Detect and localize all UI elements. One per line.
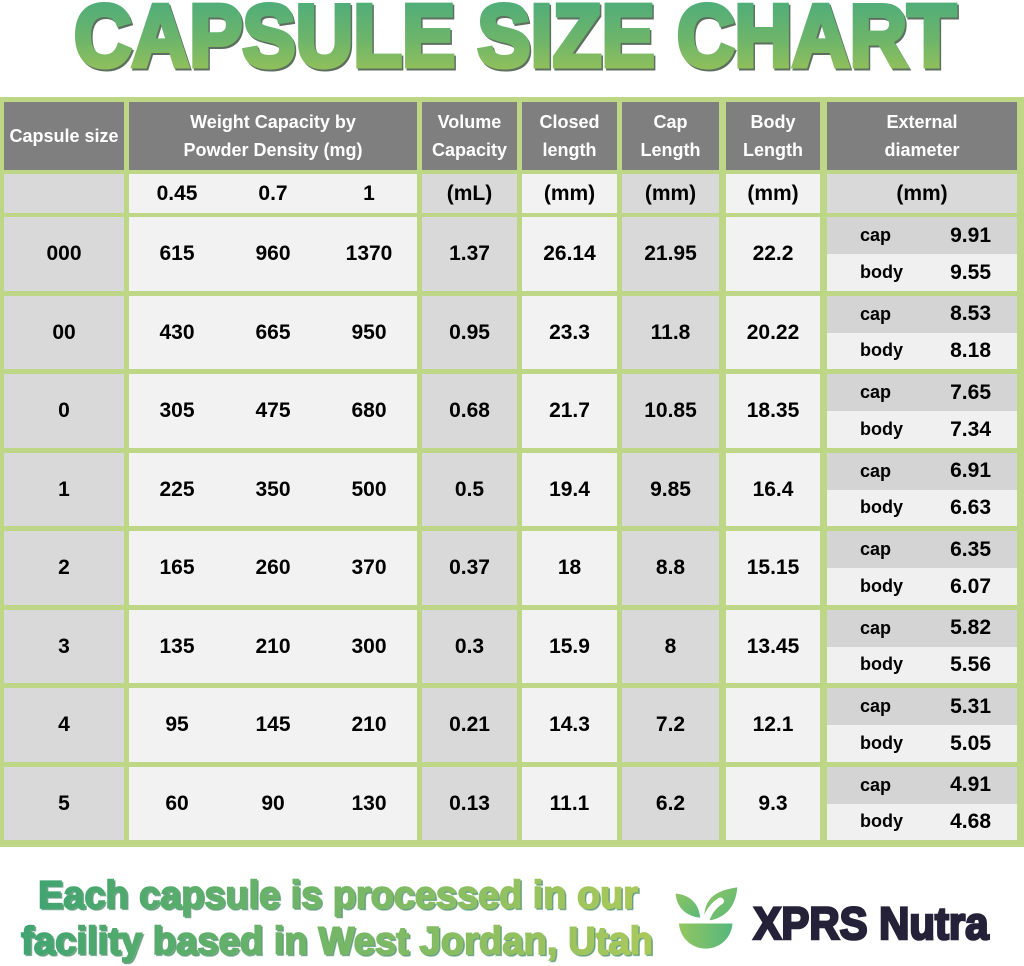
- svg-text:Each capsule is processed in o: Each capsule is processed in our: [40, 875, 640, 918]
- svg-text:facility based in West Jordan,: facility based in West Jordan, Utah: [21, 920, 653, 963]
- svg-text:CAPSULE SIZE CHART: CAPSULE SIZE CHART: [76, 0, 958, 87]
- svg-text:Each capsule is processed in o: Each capsule is processed in our: [38, 874, 638, 917]
- svg-text:CAPSULE SIZE CHART: CAPSULE SIZE CHART: [74, 0, 956, 85]
- svg-text:XPRS Nutra: XPRS Nutra: [754, 898, 990, 949]
- svg-text:facility based in West Jordan,: facility based in West Jordan, Utah: [23, 921, 655, 964]
